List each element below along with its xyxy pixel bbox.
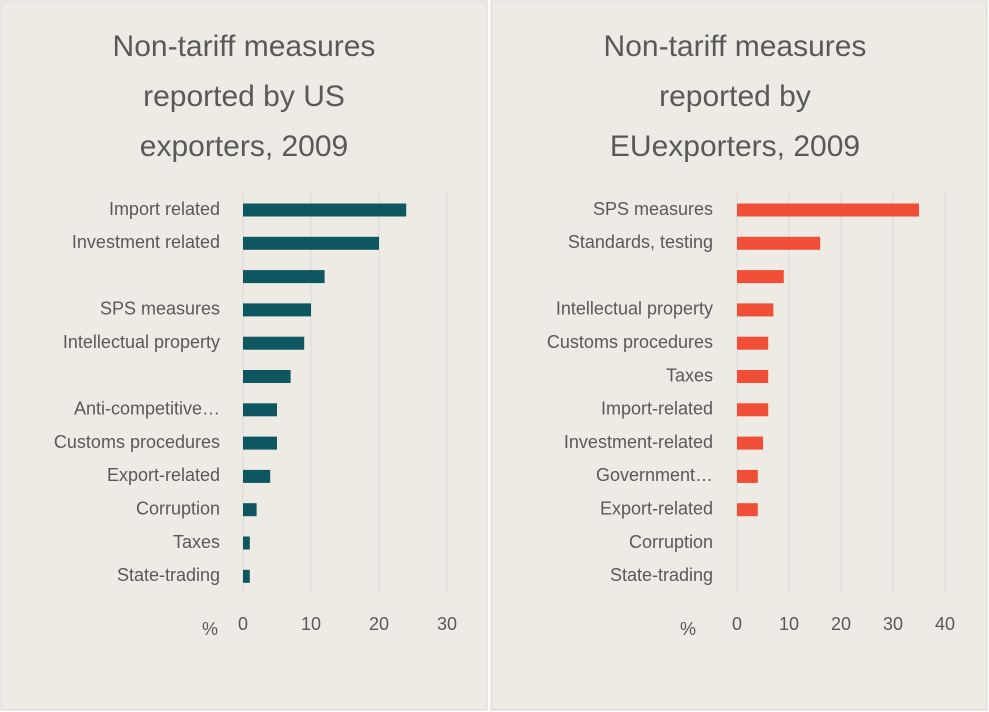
- bar: [737, 203, 919, 217]
- x-tick-label: 20: [369, 614, 389, 634]
- y-tick-label: Intellectual property: [556, 299, 713, 319]
- bar: [737, 436, 763, 450]
- y-tick-label: SPS measures: [593, 199, 713, 219]
- y-tick-label: Export-related: [107, 465, 220, 485]
- bar: [737, 270, 784, 284]
- bar: [243, 270, 325, 284]
- y-tick-label: Investment related: [72, 232, 220, 252]
- y-tick-label: Investment-related: [564, 432, 713, 452]
- bar: [737, 403, 769, 417]
- y-tick-label: Import related: [109, 199, 220, 219]
- x-tick-label: 0: [238, 614, 248, 634]
- x-tick-label: 30: [437, 614, 457, 634]
- y-tick-label: Taxes: [173, 532, 220, 552]
- bar: [737, 303, 774, 317]
- y-tick-label: Customs procedures: [547, 332, 713, 352]
- bar: [243, 569, 250, 583]
- y-tick-label: Intellectual property: [63, 332, 220, 352]
- bar: [243, 503, 257, 517]
- bar: [737, 469, 758, 483]
- chart-title: Non-tariff measures reported by US expor…: [112, 30, 376, 163]
- bar: [737, 236, 821, 250]
- bar: [243, 403, 277, 417]
- x-axis-label: %: [202, 619, 218, 639]
- y-tick-label: Corruption: [629, 532, 713, 552]
- bar: [737, 503, 758, 517]
- bar: [737, 370, 769, 383]
- bar: [243, 236, 379, 250]
- y-tick-label: Anti-competitive…: [74, 399, 220, 419]
- bar: [243, 303, 311, 317]
- bar: [243, 203, 407, 217]
- y-tick-label: State-trading: [117, 565, 220, 585]
- bar: [243, 436, 277, 450]
- x-axis-label: %: [680, 619, 696, 639]
- y-tick-label: Government…: [596, 465, 713, 485]
- x-tick-label: 10: [301, 614, 321, 634]
- y-tick-label: SPS measures: [100, 299, 220, 319]
- x-tick-label: 20: [831, 614, 851, 634]
- y-tick-label: Corruption: [136, 498, 220, 518]
- x-tick-label: 30: [883, 614, 903, 634]
- y-tick-label: Taxes: [666, 365, 713, 385]
- bar: [243, 336, 305, 350]
- x-tick-label: 10: [779, 614, 799, 634]
- bar: [737, 336, 769, 350]
- x-tick-label: 40: [935, 614, 955, 634]
- bar: [243, 536, 250, 550]
- x-tick-label: 0: [732, 614, 742, 634]
- panel: [0, 0, 488, 711]
- y-tick-label: State-trading: [610, 565, 713, 585]
- panel: [490, 0, 988, 711]
- y-tick-label: Import-related: [601, 399, 713, 419]
- y-tick-label: Customs procedures: [54, 432, 220, 452]
- chart-title: Non-tariff measures reported by EUexport…: [603, 30, 867, 163]
- y-tick-label: Export-related: [600, 498, 713, 518]
- bar: [243, 370, 291, 383]
- bar: [243, 469, 271, 483]
- y-tick-label: Standards, testing: [568, 232, 713, 252]
